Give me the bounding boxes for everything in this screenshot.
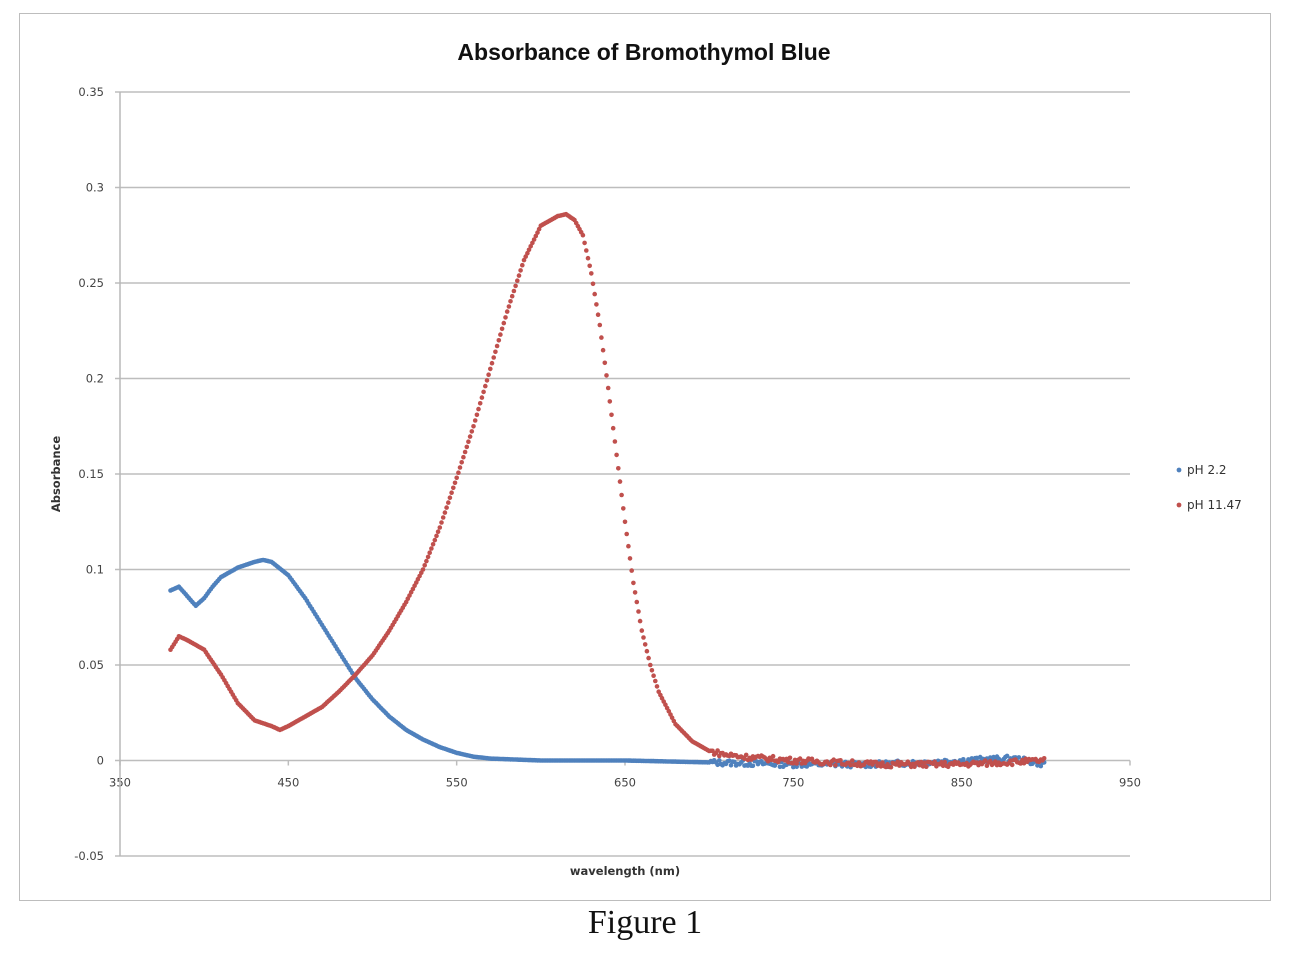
- data-series: [168, 211, 1047, 770]
- legend-label-ph-11-47: pH 11.47: [1187, 498, 1242, 512]
- grid-lines: [115, 91, 1130, 857]
- figure-caption: Figure 1: [587, 904, 703, 941]
- y-tick-label: 0.15: [78, 467, 104, 481]
- y-axis-label: Absorbance: [49, 436, 63, 513]
- chart-frame: [19, 13, 1271, 901]
- legend-marker-ph-11-47-icon: [1176, 502, 1182, 508]
- y-tick-label: 0.3: [86, 181, 104, 195]
- y-tick-label: 0.2: [86, 372, 104, 386]
- y-tick-label: 0.05: [78, 658, 104, 672]
- x-tick-label: 850: [951, 776, 973, 790]
- legend-marker-ph-2-2-icon: [1176, 467, 1182, 473]
- legend: pH 2.2 pH 11.47: [1176, 463, 1242, 512]
- legend-label-ph-2-2: pH 2.2: [1187, 463, 1227, 477]
- y-tick-label: 0.25: [78, 276, 104, 290]
- x-tick-label: 750: [782, 776, 804, 790]
- y-tick-label: -0.05: [74, 849, 104, 863]
- x-tick-label: 550: [446, 776, 468, 790]
- series-ph-2-2: [168, 557, 1047, 770]
- x-axis-label: wavelength (nm): [570, 864, 680, 878]
- chart-title: Absorbance of Bromothymol Blue: [457, 39, 830, 65]
- y-tick-label: 0: [97, 754, 104, 768]
- x-tick-label: 950: [1119, 776, 1141, 790]
- y-axis-ticks: 0.35 0.3 0.25 0.2 0.15 0.1 0.05 0 -0.05: [74, 85, 104, 863]
- x-tick-label: 450: [277, 776, 299, 790]
- y-tick-label: 0.35: [78, 85, 104, 99]
- x-tick-label: 650: [614, 776, 636, 790]
- y-tick-label: 0.1: [86, 563, 104, 577]
- x-axis-ticks: 350 450 550 650 750 850 950: [109, 760, 1141, 790]
- series-ph-11-47: [168, 211, 1047, 770]
